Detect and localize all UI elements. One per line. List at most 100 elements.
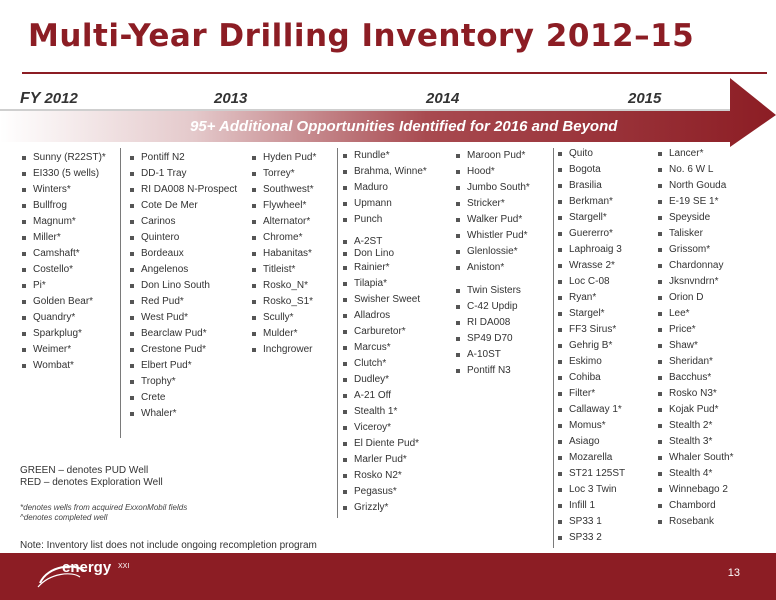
well-item: Mozarella <box>558 450 625 466</box>
well-item: Titleist* <box>252 262 316 278</box>
well-item: Price* <box>658 322 733 338</box>
well-item: Winters* <box>22 182 106 198</box>
well-item: Ryan* <box>558 290 625 306</box>
well-item: Upmann <box>343 196 427 212</box>
timeline-arrow <box>0 78 776 147</box>
well-item: Maroon Pud* <box>456 148 530 164</box>
fy2014-well-list-a3: Rainier* Tilapia* Swisher Sweet Alladros Car… <box>343 260 420 516</box>
fy2014-well-list-a2: A-2ST Don Lino <box>343 236 394 260</box>
fy-prefix: FY <box>20 90 41 107</box>
well-item: Berkman* <box>558 194 625 210</box>
well-item: Punch <box>343 212 427 228</box>
well-item: Stealth 3* <box>658 434 733 450</box>
footnote-completed: ^denotes completed well <box>20 513 108 522</box>
well-item: Quito <box>558 146 625 162</box>
well-item: Jumbo South* <box>456 180 530 196</box>
well-item: Marler Pud* <box>343 452 420 468</box>
well-item: Rosko N2* <box>343 468 420 484</box>
well-item: Speyside <box>658 210 733 226</box>
well-item: Rosebank <box>658 514 733 530</box>
well-item: SP33 1 <box>558 514 625 530</box>
title-divider <box>22 72 767 74</box>
well-item: SP33 2 <box>558 530 625 546</box>
well-item: West Pud* <box>130 310 237 326</box>
energy-xxi-logo-icon <box>37 565 85 588</box>
fy2015-well-list-a: Quito Bogota Brasilia Berkman* Stargell* Guer… <box>558 146 625 546</box>
well-item: Momus* <box>558 418 625 434</box>
year-2012-label: FY 2012 <box>20 90 78 108</box>
well-item: Walker Pud* <box>456 212 530 228</box>
well-item: Cote De Mer <box>130 198 237 214</box>
footer-bar: energy XXI 13 <box>0 553 776 600</box>
well-item: DD-1 Tray <box>130 166 237 182</box>
well-item: Orion D <box>658 290 733 306</box>
well-item: Tilapia* <box>343 276 420 292</box>
well-item: Winnebago 2 <box>658 482 733 498</box>
fy2014-well-list-b2: Twin Sisters C-42 Updip RI DA008 SP49 D70 A-… <box>456 283 521 379</box>
well-item: Camshaft* <box>22 246 106 262</box>
well-item: Bogota <box>558 162 625 178</box>
color-legend: GREEN – denotes PUD Well RED – denotes E… <box>20 465 163 489</box>
well-item: Rundle* <box>343 148 427 164</box>
well-item: ST21 125ST <box>558 466 625 482</box>
well-item: Laphroaig 3 <box>558 242 625 258</box>
well-item: Wrasse 2* <box>558 258 625 274</box>
year-2012: 2012 <box>44 90 78 107</box>
well-item: Kojak Pud* <box>658 402 733 418</box>
well-item: No. 6 W L <box>658 162 733 178</box>
well-item: Torrey* <box>252 166 316 182</box>
well-item: Southwest* <box>252 182 316 198</box>
well-item: Magnum* <box>22 214 106 230</box>
well-item: North Gouda <box>658 178 733 194</box>
well-item: Loc 3 Twin <box>558 482 625 498</box>
legend-red: RED – denotes Exploration Well <box>20 477 163 488</box>
well-item: C-42 Updip <box>456 299 521 315</box>
well-item: Sheridan* <box>658 354 733 370</box>
footnotes: *denotes wells from acquired ExxonMobil … <box>20 503 187 523</box>
well-item: El Diente Pud* <box>343 436 420 452</box>
well-item: Don Lino <box>343 248 394 260</box>
well-item: A-10ST <box>456 347 521 363</box>
well-item: Pontiff N2 <box>130 150 237 166</box>
well-item: Infill 1 <box>558 498 625 514</box>
well-item: Grissom* <box>658 242 733 258</box>
well-item: RI DA008 N-Prospect <box>130 182 237 198</box>
divider-2013-2014 <box>337 148 338 518</box>
well-item: Sparkplug* <box>22 326 106 342</box>
well-item: Rosko N3* <box>658 386 733 402</box>
well-item: Marcus* <box>343 340 420 356</box>
well-item: Red Pud* <box>130 294 237 310</box>
well-item: Twin Sisters <box>456 283 521 299</box>
well-item: EI330 (5 wells) <box>22 166 106 182</box>
well-item: Chardonnay <box>658 258 733 274</box>
well-item: Stricker* <box>456 196 530 212</box>
inventory-note: Note: Inventory list does not include on… <box>20 540 317 551</box>
well-item: Pegasus* <box>343 484 420 500</box>
well-item: E-19 SE 1* <box>658 194 733 210</box>
well-item: Whistler Pud* <box>456 228 530 244</box>
well-item: Alladros <box>343 308 420 324</box>
well-item: Filter* <box>558 386 625 402</box>
year-2015-label: 2015 <box>628 90 662 107</box>
well-item: Bordeaux <box>130 246 237 262</box>
well-item: Angelenos <box>130 262 237 278</box>
fy2015-well-list-b: Lancer* No. 6 W L North Gouda E-19 SE 1* Spe… <box>658 146 733 530</box>
well-item: Flywheel* <box>252 198 316 214</box>
well-item: Maduro <box>343 180 427 196</box>
well-item: Grizzly* <box>343 500 420 516</box>
well-item: Eskimo <box>558 354 625 370</box>
well-item: Cohiba <box>558 370 625 386</box>
well-item: Crestone Pud* <box>130 342 237 358</box>
well-item: Golden Bear* <box>22 294 106 310</box>
page-number: 13 <box>727 567 740 579</box>
logo-wordmark: energy <box>62 559 112 576</box>
well-item: Wombat* <box>22 358 106 374</box>
well-item: Don Lino South <box>130 278 237 294</box>
well-item: Chambord <box>658 498 733 514</box>
well-item: Weimer* <box>22 342 106 358</box>
well-item: Pi* <box>22 278 106 294</box>
well-item: Dudley* <box>343 372 420 388</box>
well-item: Scully* <box>252 310 316 326</box>
legend-green: GREEN – denotes PUD Well <box>20 465 149 476</box>
well-item: Rosko_S1* <box>252 294 316 310</box>
